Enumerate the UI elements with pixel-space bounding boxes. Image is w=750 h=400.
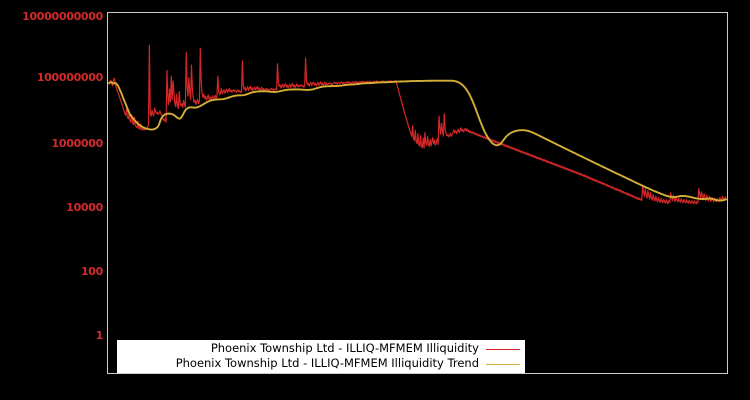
ytick-label: 100000000 [36, 71, 103, 84]
legend-item-series: Phoenix Township Ltd - ILLIQ-MFMEM Illiq… [117, 342, 525, 357]
ytick-label: 100 [80, 265, 103, 278]
legend-swatch-series-icon [486, 348, 520, 350]
ytick-label: 1000000 [51, 137, 104, 150]
ytick-label: 10000000000 [22, 10, 103, 23]
ytick-label: 1 [95, 329, 104, 342]
plot-area [107, 12, 728, 374]
series-line-illiquidity [108, 44, 727, 205]
chart-canvas [108, 44, 727, 205]
legend-item-trend: Phoenix Township Ltd - ILLIQ-MFMEM Illiq… [117, 357, 525, 372]
chart-legend: Phoenix Township Ltd - ILLIQ-MFMEM Illiq… [117, 340, 525, 373]
legend-swatch-trend-icon [486, 363, 520, 365]
legend-label-series: Phoenix Township Ltd - ILLIQ-MFMEM Illiq… [210, 341, 479, 356]
legend-label-trend: Phoenix Township Ltd - ILLIQ-MFMEM Illiq… [175, 356, 479, 371]
series-line-illiquidity-trend [108, 79, 727, 202]
ytick-label: 10000 [66, 201, 103, 214]
